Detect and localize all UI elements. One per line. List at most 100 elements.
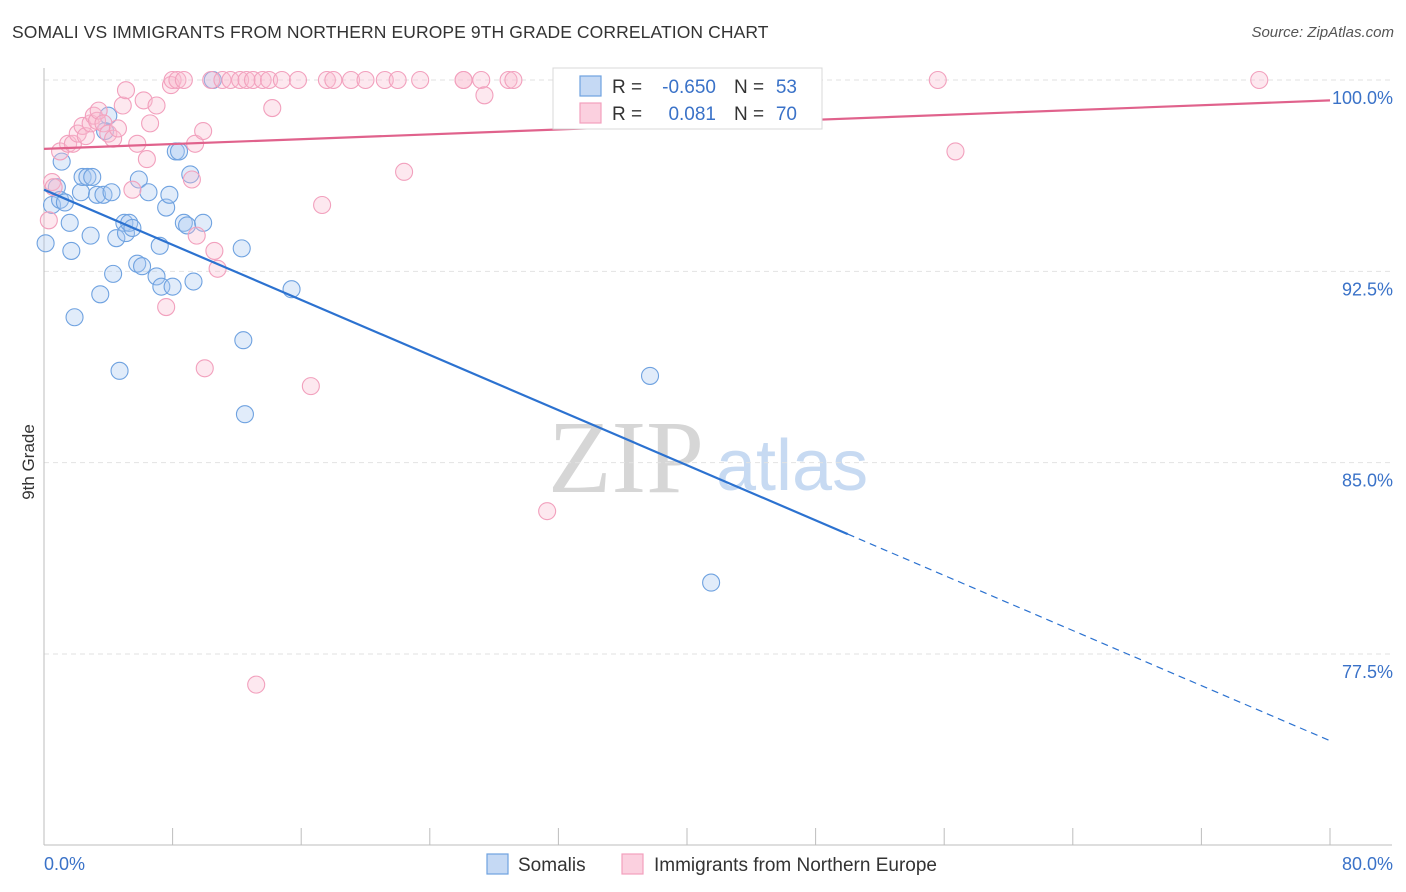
- somali-point: [65, 308, 84, 327]
- north-europe-point: [243, 70, 263, 90]
- north-europe-point: [263, 99, 282, 118]
- somali-trend-extension: [847, 533, 1331, 742]
- y-axis-label: 9th Grade: [19, 424, 38, 500]
- north-europe-point: [1250, 70, 1269, 90]
- somali-point: [73, 167, 92, 186]
- somali-point: [62, 241, 81, 260]
- x-tick-label: 80.0%: [1342, 854, 1393, 874]
- axes: [43, 68, 1392, 846]
- stats-n-label-north-europe: N =: [734, 104, 764, 125]
- north-europe-point: [128, 134, 147, 153]
- north-europe-point: [317, 70, 336, 90]
- somali-point: [102, 183, 121, 202]
- north-europe-point: [108, 119, 127, 138]
- chart-title: SOMALI VS IMMIGRANTS FROM NORTHERN EUROP…: [12, 22, 769, 42]
- north-europe-point: [137, 150, 156, 169]
- stats-legend-swatch-somalis: [579, 75, 602, 97]
- north-europe-point: [84, 106, 103, 125]
- y-tick-label: 100.0%: [1332, 88, 1393, 108]
- north-europe-point: [375, 70, 394, 90]
- north-europe-point: [147, 96, 166, 115]
- somali-point: [133, 257, 152, 276]
- somali-point: [110, 361, 129, 380]
- stats-r-value-somalis: -0.650: [662, 77, 716, 98]
- stats-legend: R = -0.650 N = 53 R = 0.081 N = 70: [552, 67, 823, 130]
- north-europe-point: [411, 70, 430, 90]
- chart-source: Source: ZipAtlas.com: [1251, 24, 1394, 41]
- y-tick-label: 85.0%: [1342, 471, 1393, 491]
- legend-swatch-north-europe: [621, 853, 644, 875]
- somali-point: [129, 170, 148, 189]
- north-europe-point: [454, 70, 473, 90]
- somali-point: [60, 213, 79, 232]
- somali-point: [139, 183, 158, 202]
- north-europe-point: [341, 70, 361, 90]
- legend-label-north-europe: Immigrants from Northern Europe: [654, 855, 937, 876]
- north-europe-point: [187, 226, 206, 245]
- watermark-zip: ZIP: [548, 400, 704, 515]
- north-europe-point: [272, 70, 291, 90]
- north-europe-point: [39, 211, 58, 230]
- tick-labels: 100.0% 92.5% 85.0% 77.5% 0.0% 80.0%: [44, 88, 1393, 874]
- legend-label-somalis: Somalis: [518, 855, 586, 876]
- somali-point: [174, 213, 193, 232]
- somali-point: [184, 272, 203, 291]
- north-europe-point: [288, 70, 308, 90]
- north-europe-point: [538, 502, 557, 521]
- stats-n-value-north-europe: 70: [776, 104, 797, 125]
- somali-point: [234, 331, 253, 350]
- somali-point: [147, 267, 166, 286]
- north-europe-point: [194, 121, 213, 141]
- somali-point: [160, 185, 179, 204]
- north-europe-point: [253, 70, 272, 90]
- somali-point: [702, 573, 721, 592]
- stats-r-value-north-europe: 0.081: [668, 104, 716, 125]
- north-europe-point: [356, 70, 375, 90]
- north-europe-point: [237, 70, 256, 90]
- north-europe-point: [94, 114, 113, 133]
- somali-point: [640, 366, 660, 385]
- north-europe-point: [141, 114, 160, 133]
- legend-swatch-somalis: [486, 853, 509, 875]
- x-tick-label: 0.0%: [44, 854, 85, 874]
- stats-n-label-somalis: N =: [734, 77, 764, 98]
- north-europe-point: [301, 377, 320, 396]
- north-europe-point: [247, 675, 266, 694]
- north-europe-point: [388, 70, 407, 90]
- stats-r-label-somalis: R =: [612, 77, 642, 98]
- somali-point: [81, 226, 100, 245]
- somali-point: [107, 229, 126, 248]
- grid-lines: [44, 79, 1392, 655]
- north-europe-point: [475, 86, 494, 105]
- north-europe-point: [116, 81, 136, 100]
- north-europe-point: [324, 70, 343, 90]
- somali-point: [83, 167, 102, 186]
- somali-point: [163, 277, 182, 296]
- north-europe-point: [313, 195, 332, 215]
- north-europe-point: [208, 259, 227, 278]
- watermark: ZIP atlas: [548, 400, 868, 515]
- north-europe-point: [499, 70, 518, 90]
- north-europe-point: [221, 70, 240, 90]
- data-points: [36, 70, 1269, 694]
- stats-n-value-somalis: 53: [776, 77, 797, 98]
- somali-point: [78, 167, 97, 186]
- y-tick-label: 77.5%: [1342, 662, 1393, 682]
- somali-point: [235, 405, 254, 424]
- somali-point: [169, 142, 189, 161]
- north-europe-point: [182, 170, 201, 189]
- north-europe-point: [231, 70, 250, 90]
- north-europe-point: [205, 241, 224, 260]
- somali-point: [128, 254, 147, 273]
- north-europe-point: [928, 70, 947, 90]
- somali-point: [104, 264, 123, 283]
- somali-point: [91, 285, 110, 304]
- north-europe-point: [113, 96, 132, 115]
- north-europe-point: [504, 70, 523, 90]
- north-europe-point: [123, 180, 142, 199]
- north-europe-point: [168, 70, 187, 90]
- north-europe-point: [259, 70, 279, 90]
- north-europe-point: [395, 162, 414, 181]
- stats-legend-swatch-north-europe: [579, 102, 602, 124]
